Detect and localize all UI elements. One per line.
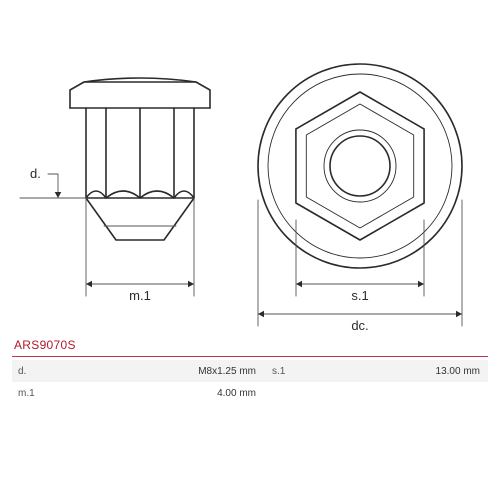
svg-text:d.: d. [30, 166, 41, 181]
spec-value: M8x1.25 mm [66, 366, 266, 377]
spec-value: 13.00 mm [316, 366, 488, 377]
spec-value: 4.00 mm [66, 388, 266, 399]
svg-text:m.1: m.1 [129, 288, 151, 303]
engineering-drawing: d. m.1 s.1 dc. [0, 0, 500, 500]
accent-rule [12, 356, 488, 357]
svg-text:s.1: s.1 [351, 288, 368, 303]
spec-key: d. [12, 366, 66, 377]
spec-key: s.1 [266, 366, 316, 377]
table-row: d. M8x1.25 mm s.1 13.00 mm [12, 360, 488, 382]
part-number: ARS9070S [14, 338, 76, 352]
spec-table: d. M8x1.25 mm s.1 13.00 mm m.1 4.00 mm [12, 360, 488, 404]
spec-key: m.1 [12, 388, 66, 399]
table-row: m.1 4.00 mm [12, 382, 488, 404]
svg-text:dc.: dc. [351, 318, 368, 333]
